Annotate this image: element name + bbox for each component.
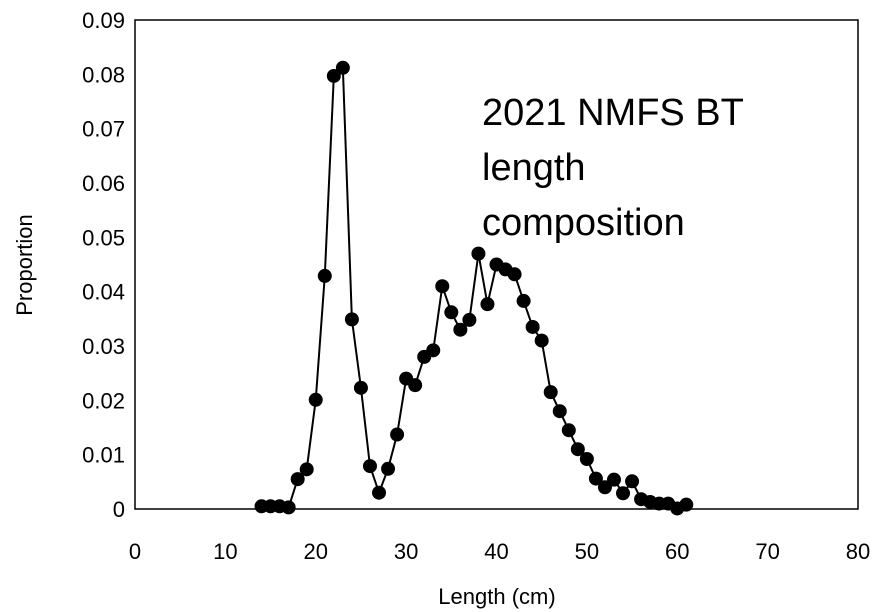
data-point [281,500,296,515]
data-point [606,472,621,487]
data-point [408,378,423,393]
series-group [254,60,694,516]
y-tick-label: 0.01 [82,443,125,468]
data-point [362,459,377,474]
data-point [372,485,387,500]
data-point [625,474,640,489]
data-point [579,452,594,467]
x-tick-label: 70 [755,539,779,564]
data-point [335,60,350,75]
y-tick-label: 0.05 [82,225,125,250]
data-point [326,68,341,83]
x-axis: 0 10 20 30 40 50 60 70 80 [129,539,870,564]
y-tick-label: 0.02 [82,388,125,413]
data-point [344,312,359,327]
plot-frame [134,19,859,510]
annotation-line: length [482,147,586,189]
data-point [471,246,486,261]
x-tick-label: 20 [304,539,328,564]
data-point [543,385,558,400]
data-point [308,392,323,407]
data-point [290,472,305,487]
data-point [534,333,549,348]
x-axis-title: Length (cm) [438,584,555,609]
data-point [426,343,441,358]
x-tick-label: 10 [213,539,237,564]
data-point [381,461,396,476]
data-point [453,322,468,337]
y-axis-title: Proportion [12,214,37,316]
data-point [616,486,631,501]
y-tick-label: 0.03 [82,334,125,359]
data-point [317,268,332,283]
annotation-line: composition [482,202,685,244]
data-point [444,305,459,320]
data-point [570,442,585,457]
y-tick-label: 0.07 [82,117,125,142]
data-point [516,293,531,308]
x-tick-label: 0 [129,539,141,564]
data-point [480,297,495,312]
chart-annotation: 2021 NMFS BT length composition [482,92,744,244]
data-point [588,471,603,486]
y-tick-label: 0.04 [82,280,125,305]
y-tick-label: 0 [113,497,125,522]
x-tick-label: 30 [394,539,418,564]
data-point [299,462,314,477]
y-tick-label: 0.06 [82,171,125,196]
data-point [435,279,450,294]
data-point [507,267,522,282]
data-point [552,404,567,419]
x-tick-label: 40 [484,539,508,564]
data-point [561,423,576,438]
x-tick-label: 60 [665,539,689,564]
y-tick-label: 0.09 [82,8,125,33]
data-point [390,427,405,442]
x-tick-label: 80 [846,539,870,564]
data-point [525,319,540,334]
data-point [353,380,368,395]
y-tick-label: 0.08 [82,62,125,87]
y-axis: 0 0.01 0.02 0.03 0.04 0.05 0.06 0.07 0.08 0.09 [82,8,125,522]
data-point [679,497,694,512]
annotation-line: 2021 NMFS BT [482,92,744,134]
data-point [462,312,477,327]
x-tick-label: 50 [575,539,599,564]
